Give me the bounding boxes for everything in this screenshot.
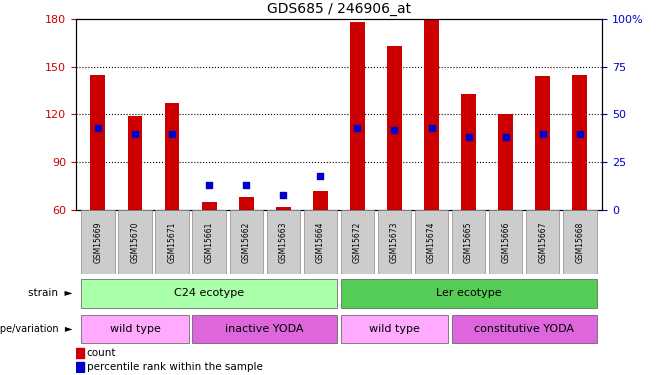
Point [501,134,511,140]
Bar [230,210,263,274]
Text: genotype/variation  ►: genotype/variation ► [0,324,72,334]
Bar [341,315,448,344]
Text: strain  ►: strain ► [28,288,72,298]
Bar [303,210,337,274]
Bar [452,315,597,344]
Point [315,172,326,178]
Point [166,130,177,136]
Bar [387,46,402,210]
Bar [192,210,226,274]
Text: wild type: wild type [109,324,161,334]
Point [574,130,585,136]
Text: constitutive YODA: constitutive YODA [474,324,574,334]
Bar [341,210,374,274]
Text: Ler ecotype: Ler ecotype [436,288,501,298]
Text: GSM15662: GSM15662 [241,221,251,262]
Bar [489,210,522,274]
Point [538,130,548,136]
Point [241,182,251,188]
Bar [452,210,486,274]
Bar [415,210,448,274]
Point [426,125,437,131]
Text: GSM15667: GSM15667 [538,221,547,262]
Bar [536,76,550,210]
Bar [276,207,291,210]
Text: GSM15671: GSM15671 [168,221,176,262]
Text: GSM15664: GSM15664 [316,221,325,262]
Point [390,127,400,133]
Text: GSM15668: GSM15668 [575,221,584,262]
Bar [128,116,142,210]
Bar [341,279,597,308]
Title: GDS685 / 246906_at: GDS685 / 246906_at [266,2,411,16]
Point [278,192,288,198]
Bar [155,210,189,274]
Bar [572,75,587,210]
Text: percentile rank within the sample: percentile rank within the sample [87,362,263,372]
Text: GSM15665: GSM15665 [464,221,473,262]
Bar [378,210,411,274]
Point [204,182,215,188]
Bar [239,197,253,210]
Text: GSM15674: GSM15674 [427,221,436,262]
Bar [76,348,84,358]
Text: wild type: wild type [369,324,420,334]
Bar [164,103,180,210]
Bar [192,315,337,344]
Text: GSM15672: GSM15672 [353,221,362,262]
Text: GSM15663: GSM15663 [279,221,288,262]
Point [93,125,103,131]
Text: GSM15666: GSM15666 [501,221,510,262]
Text: GSM15661: GSM15661 [205,221,214,262]
Text: inactive YODA: inactive YODA [226,324,304,334]
Bar [118,210,151,274]
Bar [76,362,84,372]
Bar [461,94,476,210]
Bar [91,75,105,210]
Bar [498,114,513,210]
Bar [313,191,328,210]
Bar [350,22,365,210]
Bar [81,279,337,308]
Bar [81,315,189,344]
Text: GSM15669: GSM15669 [93,221,103,262]
Bar [202,202,216,210]
Text: C24 ecotype: C24 ecotype [174,288,244,298]
Bar [266,210,300,274]
Text: GSM15670: GSM15670 [130,221,139,262]
Bar [563,210,597,274]
Text: GSM15673: GSM15673 [390,221,399,262]
Point [130,130,140,136]
Text: count: count [87,348,116,358]
Bar [81,210,114,274]
Bar [526,210,559,274]
Point [463,134,474,140]
Bar [424,19,439,210]
Point [352,125,363,131]
